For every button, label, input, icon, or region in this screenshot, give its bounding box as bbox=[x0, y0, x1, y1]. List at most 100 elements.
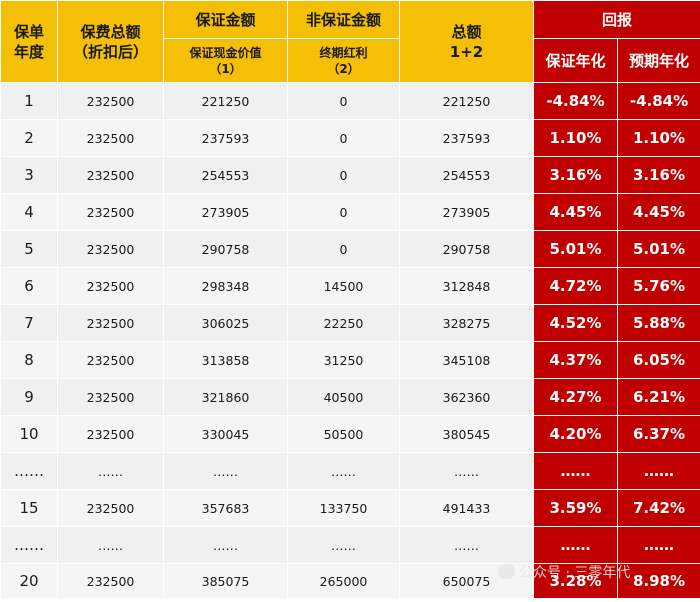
table-row: 10 232500 330045 50500 380545 4.20% 6.37% bbox=[0, 415, 700, 453]
header-policy-year-label: 保单 年度 bbox=[13, 22, 44, 61]
cell-expected-rate: 6.37% bbox=[616, 415, 700, 453]
cell-cash-value: 385075 bbox=[163, 563, 288, 599]
cell-cash-value: 290758 bbox=[163, 230, 288, 268]
cell-expected-rate: 5.01% bbox=[616, 230, 700, 268]
header-total-label: 总额 1+2 bbox=[449, 22, 484, 61]
header-returns: 回报 bbox=[532, 0, 700, 39]
cell-total: 362360 bbox=[399, 378, 534, 416]
cell-guaranteed-rate: 5.01% bbox=[533, 230, 618, 268]
cell-expected-rate: 5.88% bbox=[616, 304, 700, 342]
cell-year: …… bbox=[0, 452, 58, 490]
cell-year: 8 bbox=[0, 341, 58, 379]
cell-expected-rate: …… bbox=[616, 526, 700, 564]
cell-cash-value: 254553 bbox=[163, 156, 288, 194]
cell-premium: 232500 bbox=[57, 230, 164, 268]
cell-expected-rate: 6.05% bbox=[616, 341, 700, 379]
cell-guaranteed-rate: 1.10% bbox=[533, 119, 618, 157]
cell-cash-value: 357683 bbox=[163, 489, 288, 527]
cell-total: …… bbox=[399, 452, 534, 490]
cell-cash-value: 306025 bbox=[163, 304, 288, 342]
cell-guaranteed-rate: 4.37% bbox=[533, 341, 618, 379]
cell-cash-value: 313858 bbox=[163, 341, 288, 379]
cell-premium: 232500 bbox=[57, 193, 164, 231]
cell-terminal-bonus: 133750 bbox=[287, 489, 400, 527]
cell-premium: 232500 bbox=[57, 119, 164, 157]
cell-total: 328275 bbox=[399, 304, 534, 342]
cell-premium: 232500 bbox=[57, 267, 164, 305]
cell-total: …… bbox=[399, 526, 534, 564]
table-row: 3 232500 254553 0 254553 3.16% 3.16% bbox=[0, 156, 700, 194]
header-guaranteed-cash-value: 保证现金价值 （1） bbox=[163, 38, 288, 83]
cell-cash-value: …… bbox=[163, 526, 288, 564]
table-row: 4 232500 273905 0 273905 4.45% 4.45% bbox=[0, 193, 700, 231]
cell-premium: 232500 bbox=[57, 378, 164, 416]
cell-cash-value: 330045 bbox=[163, 415, 288, 453]
cell-cash-value: 221250 bbox=[163, 82, 288, 120]
cell-year: 6 bbox=[0, 267, 58, 305]
table-row: 8 232500 313858 31250 345108 4.37% 6.05% bbox=[0, 341, 700, 379]
header-premium-total-label: 保费总额 （折扣后） bbox=[72, 22, 148, 61]
cell-year: 2 bbox=[0, 119, 58, 157]
cell-terminal-bonus: …… bbox=[287, 452, 400, 490]
cell-guaranteed-rate: …… bbox=[533, 452, 618, 490]
table-row: …………………………………… bbox=[0, 452, 700, 490]
cell-premium: 232500 bbox=[57, 304, 164, 342]
cell-expected-rate: 6.21% bbox=[616, 378, 700, 416]
table-row: 7 232500 306025 22250 328275 4.52% 5.88% bbox=[0, 304, 700, 342]
cell-expected-rate: -4.84% bbox=[616, 82, 700, 120]
cell-total: 345108 bbox=[399, 341, 534, 379]
cell-total: 273905 bbox=[399, 193, 534, 231]
cell-total: 290758 bbox=[399, 230, 534, 268]
cell-premium: …… bbox=[57, 526, 164, 564]
table-row: 15 232500 357683 133750 491433 3.59% 7.42% bbox=[0, 489, 700, 527]
cell-guaranteed-rate: 4.52% bbox=[533, 304, 618, 342]
cell-premium: 232500 bbox=[57, 563, 164, 599]
cell-total: 312848 bbox=[399, 267, 534, 305]
cell-cash-value: 298348 bbox=[163, 267, 288, 305]
cell-year: …… bbox=[0, 526, 58, 564]
cell-year: 15 bbox=[0, 489, 58, 527]
cell-terminal-bonus: 22250 bbox=[287, 304, 400, 342]
cell-year: 9 bbox=[0, 378, 58, 416]
cell-guaranteed-rate: 4.45% bbox=[533, 193, 618, 231]
cell-year: 20 bbox=[0, 563, 58, 599]
cell-year: 3 bbox=[0, 156, 58, 194]
table-row: 2 232500 237593 0 237593 1.10% 1.10% bbox=[0, 119, 700, 157]
cell-expected-rate: …… bbox=[616, 452, 700, 490]
table-row: 6 232500 298348 14500 312848 4.72% 5.76% bbox=[0, 267, 700, 305]
cell-guaranteed-rate: -4.84% bbox=[533, 82, 618, 120]
header-guaranteed: 保证金额 bbox=[163, 0, 288, 39]
cell-total: 380545 bbox=[399, 415, 534, 453]
table-row: 1 232500 221250 0 221250 -4.84% -4.84% bbox=[0, 82, 700, 120]
cell-terminal-bonus: 0 bbox=[287, 230, 400, 268]
cell-guaranteed-rate: 3.28% bbox=[533, 563, 618, 599]
cell-total: 254553 bbox=[399, 156, 534, 194]
header-premium-total: 保费总额 （折扣后） bbox=[57, 0, 164, 83]
header-guaranteed-cash-value-label: 保证现金价值 （1） bbox=[189, 45, 262, 76]
cell-premium: 232500 bbox=[57, 489, 164, 527]
table-row: 20 232500 385075 265000 650075 3.28% 8.98% bbox=[0, 563, 700, 599]
header-total: 总额 1+2 bbox=[399, 0, 534, 83]
header-guaranteed-annualized: 保证年化 bbox=[533, 38, 618, 83]
cell-year: 10 bbox=[0, 415, 58, 453]
cell-expected-rate: 3.16% bbox=[616, 156, 700, 194]
header-policy-year: 保单 年度 bbox=[0, 0, 58, 83]
cell-terminal-bonus: 40500 bbox=[287, 378, 400, 416]
cell-premium: 232500 bbox=[57, 415, 164, 453]
cell-cash-value: 273905 bbox=[163, 193, 288, 231]
cell-premium: 232500 bbox=[57, 341, 164, 379]
header-expected-annualized: 预期年化 bbox=[616, 38, 700, 83]
cell-year: 1 bbox=[0, 82, 58, 120]
cell-total: 221250 bbox=[399, 82, 534, 120]
table-body: 1 232500 221250 0 221250 -4.84% -4.84% 2 232500 2… bbox=[0, 82, 700, 599]
cell-terminal-bonus: 0 bbox=[287, 193, 400, 231]
cell-total: 237593 bbox=[399, 119, 534, 157]
cell-expected-rate: 5.76% bbox=[616, 267, 700, 305]
cell-premium: 232500 bbox=[57, 82, 164, 120]
header-non-guaranteed: 非保证金额 bbox=[287, 0, 400, 39]
cell-expected-rate: 8.98% bbox=[616, 563, 700, 599]
table-row: 5 232500 290758 0 290758 5.01% 5.01% bbox=[0, 230, 700, 268]
cell-terminal-bonus: 0 bbox=[287, 82, 400, 120]
table-row: 9 232500 321860 40500 362360 4.27% 6.21% bbox=[0, 378, 700, 416]
